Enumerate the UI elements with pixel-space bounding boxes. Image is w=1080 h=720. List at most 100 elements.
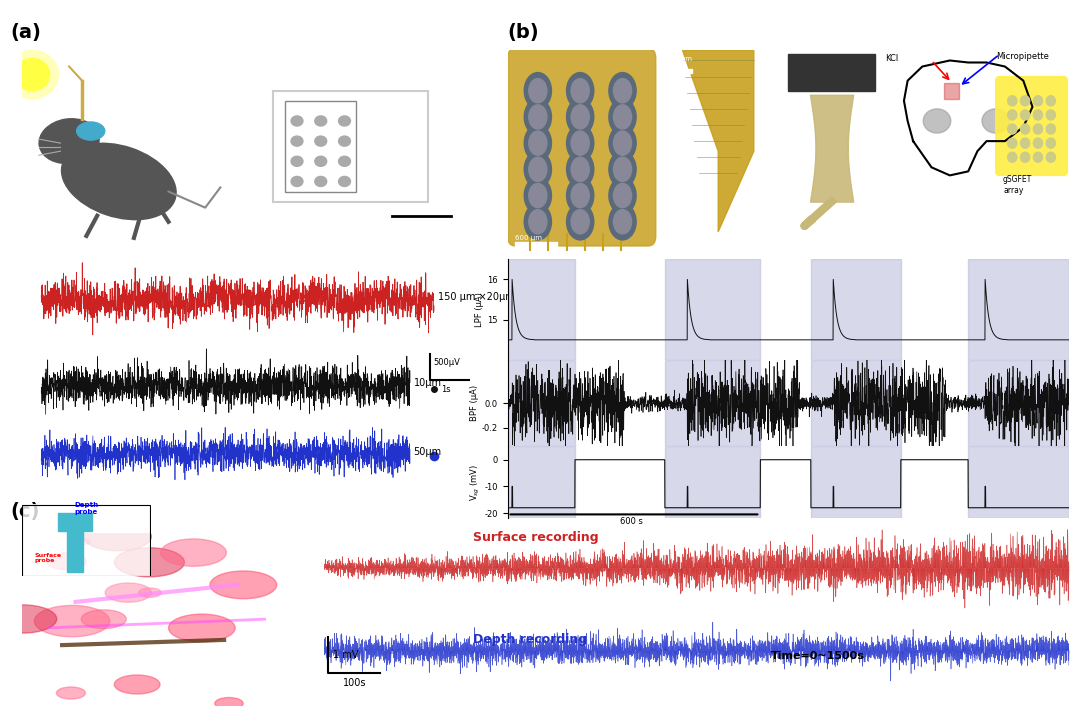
Text: 10μm: 10μm: [414, 378, 442, 388]
Text: 600 μm: 600 μm: [665, 56, 692, 63]
Polygon shape: [683, 50, 754, 232]
Ellipse shape: [39, 119, 99, 163]
FancyBboxPatch shape: [996, 76, 1067, 176]
Circle shape: [567, 151, 594, 187]
Circle shape: [1008, 110, 1017, 120]
Circle shape: [524, 73, 552, 109]
Circle shape: [1034, 138, 1042, 148]
Circle shape: [613, 131, 632, 156]
Text: Surface
probe: Surface probe: [35, 553, 62, 563]
Circle shape: [339, 156, 351, 166]
Text: Surface recording: Surface recording: [473, 531, 598, 544]
Text: 1 mV: 1 mV: [333, 650, 357, 660]
Circle shape: [609, 73, 636, 109]
Text: Micropipette: Micropipette: [996, 53, 1049, 61]
Bar: [669, 68, 692, 73]
Text: Depth recording: Depth recording: [473, 632, 588, 646]
Ellipse shape: [46, 553, 86, 570]
Ellipse shape: [114, 548, 185, 577]
Circle shape: [613, 210, 632, 234]
Y-axis label: V$_{sg}$ (mV): V$_{sg}$ (mV): [469, 464, 482, 501]
Circle shape: [315, 156, 327, 166]
Bar: [944, 83, 959, 99]
Circle shape: [1021, 138, 1029, 148]
Circle shape: [529, 105, 546, 129]
Text: 600 s: 600 s: [620, 517, 643, 526]
Circle shape: [524, 125, 552, 161]
Circle shape: [571, 184, 590, 207]
Bar: [811, 360, 901, 446]
Circle shape: [315, 116, 327, 126]
Circle shape: [529, 184, 546, 207]
Ellipse shape: [161, 539, 227, 566]
Circle shape: [571, 105, 590, 129]
Circle shape: [292, 136, 303, 146]
Text: KCl: KCl: [886, 55, 899, 63]
Circle shape: [315, 136, 327, 146]
Text: gSGFET
array: gSGFET array: [1003, 176, 1032, 195]
Bar: [665, 259, 760, 360]
Ellipse shape: [215, 698, 243, 709]
Circle shape: [1021, 96, 1029, 106]
Ellipse shape: [114, 675, 160, 694]
Circle shape: [1021, 110, 1029, 120]
Text: 150 μm ×20μm: 150 μm ×20μm: [437, 292, 515, 302]
Circle shape: [292, 156, 303, 166]
Circle shape: [571, 157, 590, 181]
Circle shape: [292, 176, 303, 186]
Circle shape: [1034, 152, 1042, 162]
Bar: [508, 259, 575, 360]
Circle shape: [571, 210, 590, 234]
Bar: [508, 360, 575, 446]
Ellipse shape: [138, 588, 161, 598]
Bar: [665, 446, 760, 518]
Circle shape: [1034, 124, 1042, 134]
Ellipse shape: [62, 143, 176, 220]
Circle shape: [529, 210, 546, 234]
Circle shape: [1047, 138, 1055, 148]
Circle shape: [1047, 110, 1055, 120]
Bar: [515, 242, 557, 248]
Bar: [58, 513, 92, 531]
Circle shape: [609, 125, 636, 161]
Bar: [968, 259, 1069, 360]
Bar: [665, 360, 760, 446]
Circle shape: [1021, 124, 1029, 134]
Text: 600 μm: 600 μm: [515, 235, 542, 241]
Bar: [273, 91, 428, 202]
Circle shape: [1047, 152, 1055, 162]
Text: 50μm: 50μm: [414, 447, 442, 457]
Circle shape: [529, 78, 546, 103]
Circle shape: [292, 116, 303, 126]
Bar: [811, 446, 901, 518]
Circle shape: [524, 151, 552, 187]
Ellipse shape: [35, 606, 110, 636]
Bar: [968, 446, 1069, 518]
Circle shape: [567, 99, 594, 135]
Bar: [811, 259, 901, 360]
Text: 500μV: 500μV: [433, 359, 460, 367]
Text: (b): (b): [508, 23, 539, 42]
FancyBboxPatch shape: [508, 48, 656, 246]
Text: (a): (a): [11, 23, 42, 42]
Bar: [285, 101, 356, 192]
Circle shape: [1008, 138, 1017, 148]
Text: 1s: 1s: [442, 385, 450, 395]
Circle shape: [571, 131, 590, 156]
Circle shape: [567, 177, 594, 214]
Ellipse shape: [210, 571, 276, 599]
Circle shape: [613, 105, 632, 129]
Ellipse shape: [923, 109, 950, 133]
Bar: [273, 91, 428, 202]
Circle shape: [15, 58, 50, 91]
Circle shape: [339, 116, 351, 126]
Ellipse shape: [982, 109, 1010, 133]
Circle shape: [567, 73, 594, 109]
Circle shape: [571, 78, 590, 103]
Text: b: b: [408, 115, 416, 125]
Ellipse shape: [0, 605, 57, 633]
Circle shape: [613, 184, 632, 207]
Circle shape: [1047, 124, 1055, 134]
Ellipse shape: [56, 687, 85, 699]
Circle shape: [1008, 152, 1017, 162]
